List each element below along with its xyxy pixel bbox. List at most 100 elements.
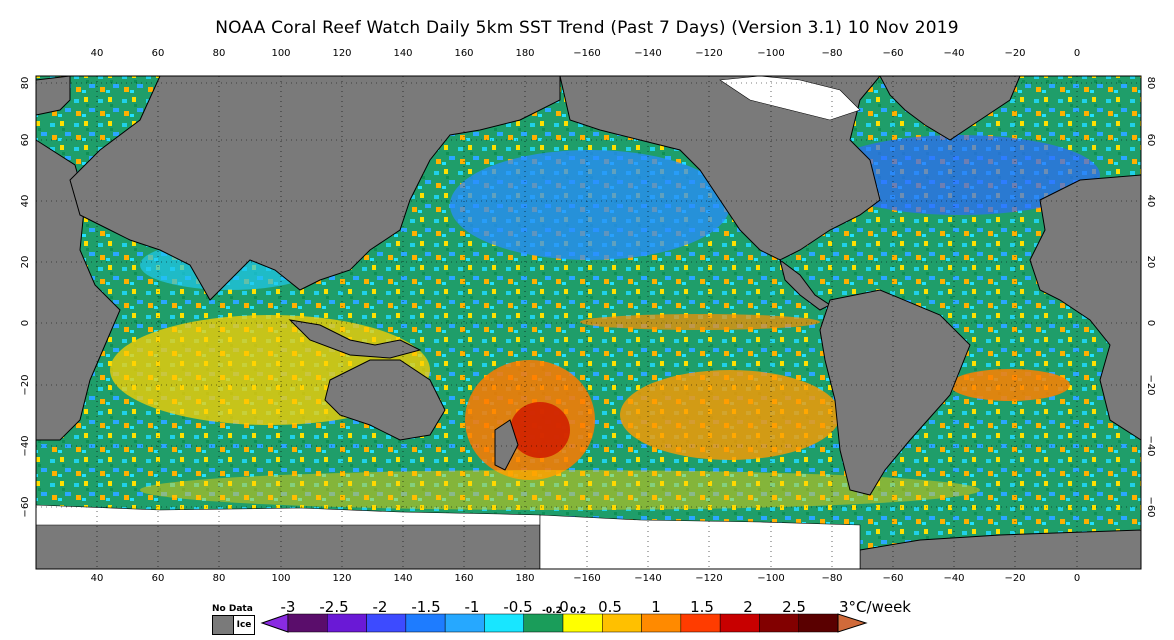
map-frame bbox=[35, 75, 1142, 570]
lon-tick-top: 60 bbox=[152, 48, 165, 59]
lon-tick-top: −80 bbox=[821, 48, 842, 59]
lat-tick-left: 0 bbox=[20, 320, 31, 326]
land-masses bbox=[35, 75, 1142, 570]
cool-north-atlantic bbox=[820, 135, 1100, 215]
legend-swatch bbox=[366, 613, 407, 633]
lat-tick-right: −60 bbox=[1145, 496, 1156, 517]
legend-swatch bbox=[719, 613, 760, 633]
lon-tick-bottom: −120 bbox=[695, 573, 722, 584]
legend-label: 1.5 bbox=[690, 598, 714, 616]
no-data-label: No Data bbox=[212, 604, 253, 614]
lat-tick-right: 40 bbox=[1145, 195, 1156, 208]
lon-tick-top: −100 bbox=[757, 48, 784, 59]
land-indonesia bbox=[288, 319, 422, 359]
lon-tick-bottom: 140 bbox=[393, 573, 412, 584]
legend-label: -2 bbox=[372, 598, 388, 616]
lon-tick-top: −160 bbox=[573, 48, 600, 59]
lon-tick-bottom: 120 bbox=[332, 573, 351, 584]
legend-label: 2.5 bbox=[782, 598, 806, 616]
ice-southern-west bbox=[35, 504, 541, 526]
lon-tick-bottom: −40 bbox=[943, 573, 964, 584]
warm-southern-band bbox=[140, 470, 980, 510]
lon-tick-bottom: −60 bbox=[882, 573, 903, 584]
legend-swatch bbox=[444, 613, 485, 633]
lon-tick-top: 140 bbox=[393, 48, 412, 59]
land-greenland bbox=[879, 75, 1021, 141]
lon-tick-bottom: −20 bbox=[1004, 573, 1025, 584]
lat-tick-right: −40 bbox=[1145, 435, 1156, 456]
legend-label: -1 bbox=[464, 598, 480, 616]
legend-label: 0.5 bbox=[598, 598, 622, 616]
legend-swatch bbox=[641, 613, 682, 633]
legend-label: 1 bbox=[651, 598, 661, 616]
legend-swatch bbox=[523, 613, 564, 633]
legend-swatch bbox=[602, 613, 642, 633]
lat-tick-left: 60 bbox=[20, 134, 31, 147]
legend-label: 0 bbox=[559, 598, 569, 616]
legend-label: -1.5 bbox=[411, 598, 441, 616]
legend-label: -2.5 bbox=[319, 598, 349, 616]
lat-tick-left: 20 bbox=[20, 256, 31, 269]
lon-tick-bottom: 0 bbox=[1074, 573, 1080, 584]
axis-ticks: 40 40 60 60 80 80 100 100 120 120 140 140 160 160 180 1… bbox=[20, 48, 1156, 584]
legend-swatch bbox=[327, 613, 367, 633]
land-central-america bbox=[779, 258, 831, 311]
ice-swatch: Ice bbox=[233, 615, 255, 635]
lon-tick-top: 180 bbox=[515, 48, 534, 59]
lat-tick-left: 80 bbox=[20, 77, 31, 90]
map-title: NOAA Coral Reef Watch Daily 5km SST Tren… bbox=[215, 18, 959, 38]
color-legend bbox=[260, 613, 868, 633]
lat-tick-right: 60 bbox=[1145, 134, 1156, 147]
warm-equatorial-pacific bbox=[580, 314, 820, 330]
lat-tick-right: 20 bbox=[1145, 256, 1156, 269]
land-south-america bbox=[819, 289, 971, 496]
legend-swatch bbox=[405, 613, 446, 633]
lat-tick-left: −20 bbox=[20, 374, 31, 395]
legend-arrow-low bbox=[260, 613, 289, 633]
lat-tick-right: 0 bbox=[1145, 320, 1156, 326]
lon-tick-bottom: 40 bbox=[91, 573, 104, 584]
legend-swatch bbox=[798, 613, 839, 633]
lon-tick-top: 0 bbox=[1074, 48, 1080, 59]
lon-tick-top: 120 bbox=[332, 48, 351, 59]
legend-arrow-high bbox=[837, 613, 868, 633]
land-australia bbox=[324, 359, 446, 441]
lon-tick-bottom: 160 bbox=[454, 573, 473, 584]
lon-tick-bottom: −160 bbox=[573, 573, 600, 584]
lon-tick-top: 100 bbox=[271, 48, 290, 59]
lat-tick-left: 40 bbox=[20, 195, 31, 208]
lon-tick-top: −60 bbox=[882, 48, 903, 59]
legend-label: 2 bbox=[743, 598, 753, 616]
land-eurasia bbox=[69, 75, 561, 301]
lon-tick-top: 40 bbox=[91, 48, 104, 59]
lat-tick-right: 80 bbox=[1145, 77, 1156, 90]
graticule bbox=[36, 76, 1141, 569]
legend-label: -3 bbox=[280, 598, 296, 616]
lon-tick-bottom: −80 bbox=[821, 573, 842, 584]
lat-tick-right: −20 bbox=[1145, 374, 1156, 395]
lon-tick-bottom: 80 bbox=[213, 573, 226, 584]
legend-swatch bbox=[759, 613, 799, 633]
lon-tick-bottom: −100 bbox=[757, 573, 784, 584]
legend-label: -0.5 bbox=[503, 598, 533, 616]
cool-north-pacific bbox=[450, 150, 730, 260]
lon-tick-bottom: −140 bbox=[634, 573, 661, 584]
hot-spot-south-pacific bbox=[510, 402, 570, 458]
legend-swatch bbox=[287, 613, 328, 633]
legend-swatch bbox=[484, 613, 524, 633]
legend-swatch bbox=[680, 613, 721, 633]
warm-south-pacific-east bbox=[620, 370, 840, 460]
lon-tick-top: −140 bbox=[634, 48, 661, 59]
legend-label: 3°C/week bbox=[839, 598, 911, 616]
lon-tick-top: −120 bbox=[695, 48, 722, 59]
lon-tick-top: −20 bbox=[1004, 48, 1025, 59]
lat-tick-left: −60 bbox=[20, 496, 31, 517]
lon-tick-top: 80 bbox=[213, 48, 226, 59]
lon-tick-top: 160 bbox=[454, 48, 473, 59]
lon-tick-bottom: 60 bbox=[152, 573, 165, 584]
legend-label: 0.2 bbox=[570, 606, 586, 616]
legend-label: -0.2 bbox=[542, 606, 562, 616]
lon-tick-bottom: 180 bbox=[515, 573, 534, 584]
lat-tick-left: −40 bbox=[20, 435, 31, 456]
